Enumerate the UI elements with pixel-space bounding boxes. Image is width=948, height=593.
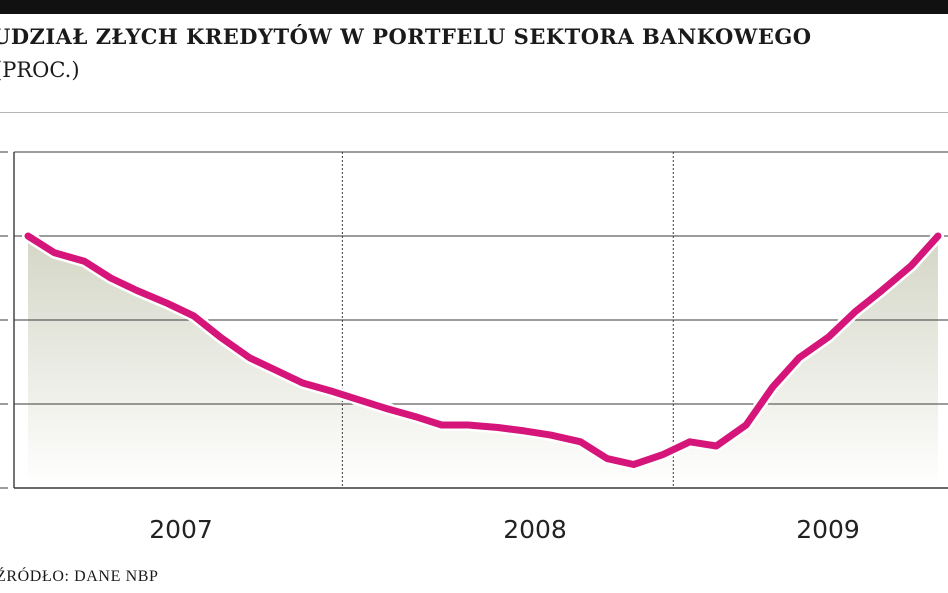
x-tick-label: 2008 xyxy=(503,515,567,544)
source-note: ŹRÓDŁO: DANE NBP xyxy=(0,568,159,585)
chart-title: UDZIAŁ ZŁYCH KREDYTÓW W PORTFELU SEKTORA… xyxy=(0,24,812,49)
area-fill xyxy=(28,236,938,488)
top-bar xyxy=(0,0,948,14)
x-tick-label: 2009 xyxy=(796,515,860,544)
x-tick-label: 2007 xyxy=(149,515,213,544)
chart-subtitle: (PROC.) xyxy=(0,58,80,82)
header-rule xyxy=(0,112,948,113)
series-line xyxy=(24,232,942,468)
